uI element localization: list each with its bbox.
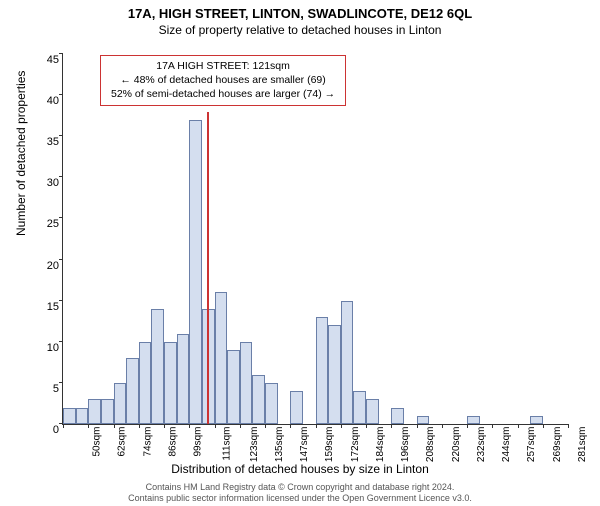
x-tick-mark [215, 424, 216, 428]
histogram-bar [240, 342, 253, 424]
histogram-bar [101, 399, 114, 424]
histogram-bar [530, 416, 543, 424]
histogram-bar [467, 416, 480, 424]
histogram-bar [265, 383, 278, 424]
x-tick-label: 172sqm [350, 427, 361, 463]
y-tick-mark [59, 341, 63, 342]
y-tick-mark [59, 94, 63, 95]
x-tick-label: 135sqm [274, 427, 285, 463]
y-tick-mark [59, 176, 63, 177]
histogram-bar [177, 334, 190, 424]
x-tick-label: 111sqm [222, 427, 233, 461]
x-tick-mark [240, 424, 241, 428]
histogram-bar [328, 325, 341, 424]
x-tick-label: 147sqm [299, 427, 310, 463]
plot-region: 05101520253035404550sqm62sqm74sqm86sqm99… [62, 54, 568, 425]
histogram-bar [139, 342, 152, 424]
x-tick-mark [341, 424, 342, 428]
y-tick-mark [59, 259, 63, 260]
x-tick-mark [290, 424, 291, 428]
histogram-bar [76, 408, 89, 424]
x-tick-label: 159sqm [324, 427, 335, 463]
chart-title-sub: Size of property relative to detached ho… [0, 23, 600, 37]
x-tick-mark [467, 424, 468, 428]
x-tick-label: 74sqm [142, 427, 153, 457]
chart-title-main: 17A, HIGH STREET, LINTON, SWADLINCOTE, D… [0, 6, 600, 21]
y-tick-mark [59, 53, 63, 54]
y-tick-label: 45 [33, 54, 59, 66]
x-tick-label: 50sqm [92, 427, 103, 457]
x-tick-label: 220sqm [451, 427, 462, 463]
y-tick-mark [59, 300, 63, 301]
x-tick-label: 184sqm [375, 427, 386, 463]
histogram-bar [215, 292, 228, 424]
y-tick-label: 25 [33, 218, 59, 230]
y-tick-label: 10 [33, 342, 59, 354]
y-tick-label: 5 [33, 383, 59, 395]
x-tick-label: 232sqm [476, 427, 487, 463]
x-tick-label: 99sqm [193, 427, 204, 457]
y-tick-label: 0 [33, 424, 59, 436]
footer-line-1: Contains HM Land Registry data © Crown c… [0, 482, 600, 493]
x-tick-mark [63, 424, 64, 428]
histogram-bar [126, 358, 139, 424]
y-tick-mark [59, 135, 63, 136]
histogram-bar [151, 309, 164, 424]
chart-area: 05101520253035404550sqm62sqm74sqm86sqm99… [62, 54, 567, 424]
x-tick-mark [114, 424, 115, 428]
y-tick-label: 40 [33, 95, 59, 107]
x-tick-label: 62sqm [117, 427, 128, 457]
histogram-bar [189, 120, 202, 424]
x-tick-mark [417, 424, 418, 428]
x-tick-label: 123sqm [249, 427, 260, 463]
y-tick-label: 30 [33, 177, 59, 189]
histogram-bar [164, 342, 177, 424]
x-tick-mark [265, 424, 266, 428]
x-axis-label: Distribution of detached houses by size … [0, 462, 600, 476]
histogram-bar [227, 350, 240, 424]
x-tick-label: 281sqm [577, 427, 588, 463]
histogram-bar [63, 408, 76, 424]
x-tick-label: 257sqm [526, 427, 537, 463]
x-tick-label: 208sqm [425, 427, 436, 463]
y-tick-mark [59, 382, 63, 383]
x-tick-mark [139, 424, 140, 428]
histogram-bar [290, 391, 303, 424]
x-tick-label: 196sqm [400, 427, 411, 463]
y-axis-label: Number of detached properties [14, 71, 28, 236]
histogram-bar [252, 375, 265, 424]
histogram-bar [114, 383, 127, 424]
x-tick-mark [543, 424, 544, 428]
histogram-bar [353, 391, 366, 424]
histogram-bar [341, 301, 354, 424]
footer-attribution: Contains HM Land Registry data © Crown c… [0, 482, 600, 505]
x-tick-mark [189, 424, 190, 428]
histogram-bar [417, 416, 430, 424]
property-marker-line [207, 112, 209, 424]
x-tick-mark [391, 424, 392, 428]
x-tick-mark [568, 424, 569, 428]
x-tick-mark [164, 424, 165, 428]
histogram-bar [316, 317, 329, 424]
x-tick-mark [492, 424, 493, 428]
histogram-bar [366, 399, 379, 424]
x-tick-mark [518, 424, 519, 428]
x-tick-mark [316, 424, 317, 428]
x-tick-mark [88, 424, 89, 428]
x-tick-mark [442, 424, 443, 428]
histogram-bar [88, 399, 101, 424]
histogram-bar [391, 408, 404, 424]
y-tick-mark [59, 217, 63, 218]
x-tick-label: 269sqm [552, 427, 563, 463]
x-tick-mark [366, 424, 367, 428]
y-tick-label: 35 [33, 136, 59, 148]
x-tick-label: 86sqm [167, 427, 178, 457]
footer-line-2: Contains public sector information licen… [0, 493, 600, 504]
y-tick-label: 20 [33, 260, 59, 272]
y-tick-label: 15 [33, 301, 59, 313]
x-tick-label: 244sqm [501, 427, 512, 463]
